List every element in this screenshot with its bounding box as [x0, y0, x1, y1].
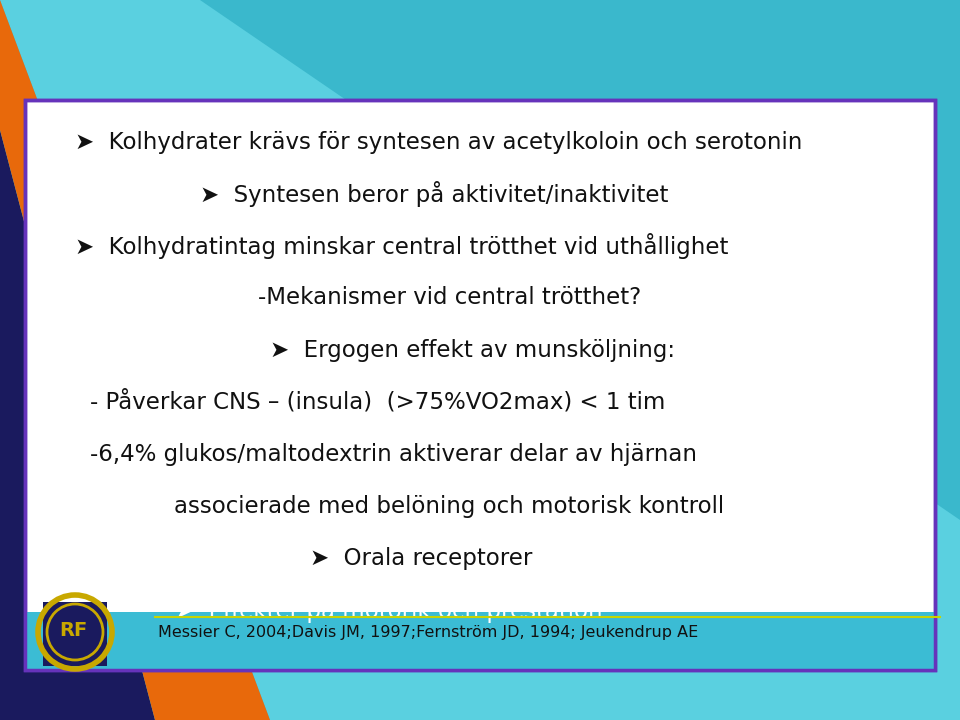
FancyBboxPatch shape: [43, 602, 107, 666]
Polygon shape: [200, 0, 960, 520]
Text: ➤  Orala receptorer: ➤ Orala receptorer: [310, 546, 533, 570]
Polygon shape: [0, 130, 155, 720]
Text: ➤  Ergogen effekt av munsköljning:: ➤ Ergogen effekt av munsköljning:: [270, 338, 675, 361]
Text: ➤  Syntesen beror på aktivitet/inaktivitet: ➤ Syntesen beror på aktivitet/inaktivite…: [200, 181, 668, 207]
Text: -6,4% glukos/maltodextrin aktiverar delar av hjärnan: -6,4% glukos/maltodextrin aktiverar dela…: [90, 443, 697, 466]
Text: Messier C, 2004;Davis JM, 1997;Fernström JD, 1994; Jeukendrup AE: Messier C, 2004;Davis JM, 1997;Fernström…: [158, 626, 698, 641]
FancyBboxPatch shape: [25, 100, 935, 670]
Text: ➤  Kolhydratintag minskar central trötthet vid uthållighet: ➤ Kolhydratintag minskar central trötthe…: [75, 233, 729, 259]
Text: RF: RF: [59, 621, 87, 639]
FancyBboxPatch shape: [25, 612, 935, 670]
Text: associerade med belöning och motorisk kontroll: associerade med belöning och motorisk ko…: [145, 495, 724, 518]
Text: ➤  Kolhydrater krävs för syntesen av acetylkoloin och serotonin: ➤ Kolhydrater krävs för syntesen av acet…: [75, 130, 803, 153]
Text: - Påverkar CNS – (insula)  (>75%VO2max) < 1 tim: - Påverkar CNS – (insula) (>75%VO2max) <…: [90, 390, 665, 414]
Text: -Mekanismer vid central trötthet?: -Mekanismer vid central trötthet?: [200, 287, 641, 310]
Text: ➤  Effekter på motorik och prestation: ➤ Effekter på motorik och prestation: [175, 597, 603, 623]
Polygon shape: [0, 0, 270, 720]
